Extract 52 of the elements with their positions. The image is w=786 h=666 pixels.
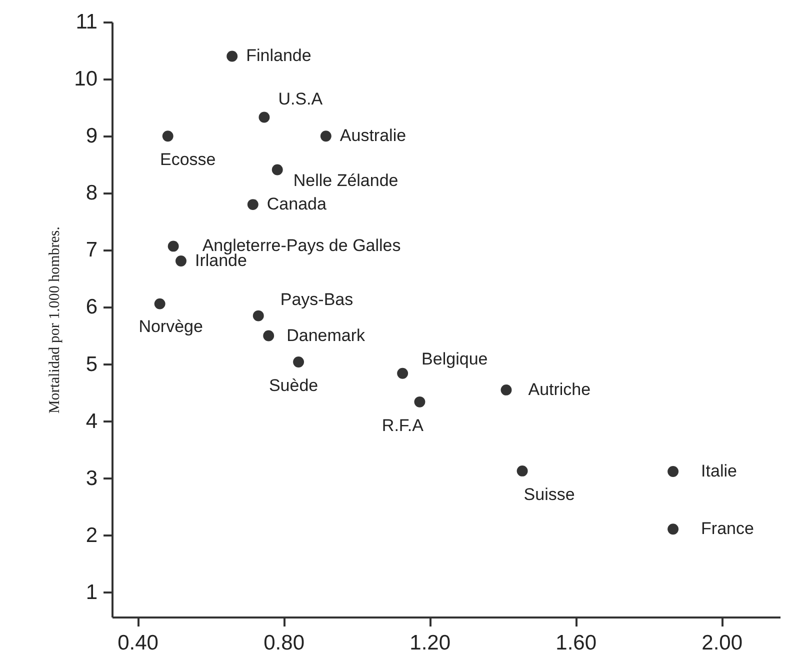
annotation: Suisse <box>524 484 575 504</box>
point <box>414 396 426 408</box>
y-tick-label: 10 <box>74 68 98 91</box>
x-tick-label: 2.00 <box>702 632 743 654</box>
point <box>500 384 512 396</box>
y-tick-label: 1 <box>86 580 98 604</box>
annotation: Australie <box>340 126 406 146</box>
y-tick-label: 7 <box>86 238 98 262</box>
annotation: Pays-Bas <box>280 290 354 309</box>
y-axis-title: Mortalidad por 1.000 hombres. <box>47 226 64 414</box>
x-tick-label: 0.40 <box>118 632 158 654</box>
point <box>247 199 258 210</box>
point <box>176 256 186 266</box>
annotation: France <box>701 519 754 538</box>
point <box>154 298 166 310</box>
y-tick-label: 8 <box>86 182 98 205</box>
annotation: Angleterre-Pays de Galles <box>202 236 401 256</box>
y-tick-label: 5 <box>86 352 98 376</box>
x-tick-label: 1.20 <box>410 632 451 654</box>
point <box>258 112 270 123</box>
annotation: U.S.A <box>278 89 324 108</box>
x-tick-label: 1.60 <box>556 632 597 654</box>
point <box>397 368 408 379</box>
point <box>168 240 179 252</box>
point <box>293 356 304 368</box>
annotation: R.F.A <box>382 416 424 435</box>
x-tick-label: 0.80 <box>264 632 304 654</box>
annotation: Norvège <box>138 316 203 336</box>
annotation: Finlande <box>246 46 312 66</box>
annotation: Autriche <box>528 380 591 399</box>
annotation: Nelle Zélande <box>293 170 398 190</box>
annotation: Belgique <box>422 349 488 368</box>
y-tick-label: 11 <box>76 10 98 34</box>
point <box>668 466 679 477</box>
point <box>668 524 679 535</box>
y-tick-label: 9 <box>86 124 98 148</box>
annotation: Italie <box>701 462 737 481</box>
annotation: Danemark <box>286 326 366 345</box>
y-tick-label: 6 <box>86 296 98 319</box>
point <box>272 164 283 176</box>
annotation: Suède <box>268 376 318 395</box>
point <box>263 330 274 342</box>
y-tick-label: 4 <box>86 410 98 433</box>
y-tick-label: 3 <box>86 466 98 490</box>
point <box>252 310 264 322</box>
point <box>516 465 528 476</box>
point <box>226 50 238 62</box>
y-tick-label: 2 <box>86 524 98 547</box>
point <box>162 130 174 142</box>
point <box>320 130 332 142</box>
annotation: Canada <box>266 194 327 214</box>
annotation: Ecosse <box>160 150 216 170</box>
